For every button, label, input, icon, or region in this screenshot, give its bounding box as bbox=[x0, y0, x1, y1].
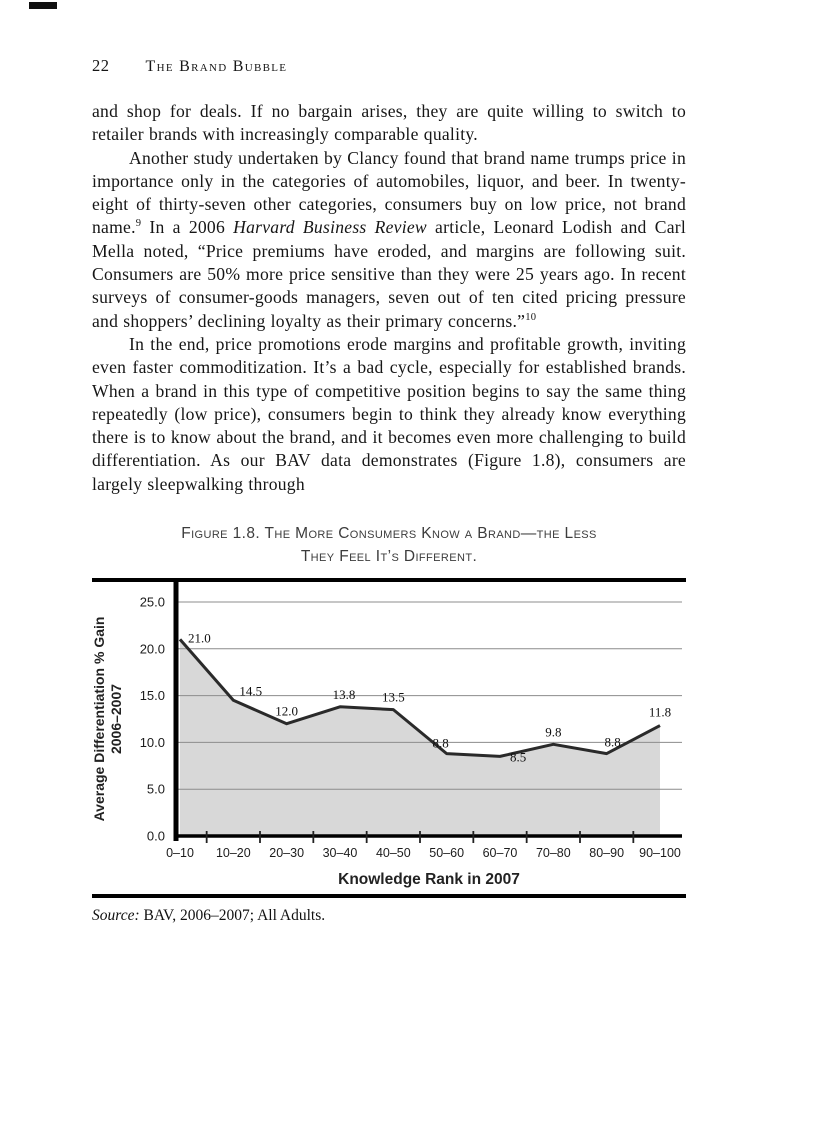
x-tick-label: 40–50 bbox=[376, 846, 411, 860]
y-tick-label: 20.0 bbox=[140, 641, 165, 656]
page-number: 22 bbox=[92, 56, 110, 75]
source-text: BAV, 2006–2007; All Adults. bbox=[139, 906, 326, 924]
running-head-title: The Brand Bubble bbox=[145, 58, 288, 75]
y-tick-label: 0.0 bbox=[147, 828, 165, 843]
paragraph: In the end, price promotions erode margi… bbox=[92, 333, 686, 494]
x-tick-label: 90–100 bbox=[639, 846, 681, 860]
figure-1-8: Figure 1.8. The More Consumers Know a Br… bbox=[91, 522, 686, 925]
figure-caption: Figure 1.8. The More Consumers Know a Br… bbox=[92, 522, 686, 569]
paragraph: and shop for deals. If no bargain arises… bbox=[92, 101, 686, 145]
x-tick-label: 50–60 bbox=[429, 846, 464, 860]
paragraph: Another study undertaken by Clancy found… bbox=[92, 147, 686, 331]
page-content: 22 The Brand Bubble and shop for deals. … bbox=[91, 56, 686, 925]
knowledge-rank-chart: 0.0 5.0 10.0 15.0 20.0 25.0 0–10 10–20 20–30 30–4… bbox=[91, 581, 682, 888]
data-value-label: 9.8 bbox=[545, 724, 561, 739]
data-value-label: 8.5 bbox=[510, 749, 526, 764]
data-value-label: 8.8 bbox=[433, 735, 449, 750]
print-registration-mark bbox=[29, 2, 57, 9]
data-value-label: 12.0 bbox=[275, 703, 298, 718]
y-tick-label: 15.0 bbox=[140, 688, 165, 703]
x-tick-label: 60–70 bbox=[483, 846, 518, 860]
source-label: Source: bbox=[92, 906, 140, 924]
running-header: 22 The Brand Bubble bbox=[92, 56, 686, 76]
figure-top-rule bbox=[92, 577, 686, 582]
y-tick-label: 25.0 bbox=[140, 594, 165, 609]
x-tick-label: 20–30 bbox=[269, 846, 304, 860]
x-tick-label: 30–40 bbox=[323, 846, 358, 860]
x-axis-title: Knowledge Rank in 2007 bbox=[338, 871, 520, 888]
y-axis-title: Average Differentiation % Gain bbox=[91, 616, 107, 821]
data-value-label: 13.8 bbox=[333, 686, 356, 701]
x-tick-label: 10–20 bbox=[216, 846, 251, 860]
data-line bbox=[178, 637, 661, 758]
y-tick-label: 10.0 bbox=[140, 734, 165, 749]
figure-caption-line1: Figure 1.8. The More Consumers Know a Br… bbox=[181, 525, 597, 543]
x-tick-label: 0–10 bbox=[166, 846, 194, 860]
data-value-label: 21.0 bbox=[188, 630, 211, 645]
x-tick-label: 70–80 bbox=[536, 846, 571, 860]
body-text: and shop for deals. If no bargain arises… bbox=[92, 100, 686, 496]
figure-caption-line2: They Feel It’s Different. bbox=[300, 548, 478, 566]
y-axis-title-line2: 2006–2007 bbox=[108, 683, 124, 753]
data-value-label: 14.5 bbox=[239, 683, 262, 698]
figure-bottom-rule bbox=[92, 893, 686, 898]
area-fill bbox=[180, 638, 660, 836]
chart-area: 0.0 5.0 10.0 15.0 20.0 25.0 0–10 10–20 20–30 30–4… bbox=[91, 581, 686, 894]
data-value-label: 11.8 bbox=[649, 704, 671, 719]
data-value-label: 13.5 bbox=[382, 689, 405, 704]
data-value-label: 8.8 bbox=[605, 734, 621, 749]
y-tick-label: 5.0 bbox=[147, 781, 165, 796]
figure-source: Source: BAV, 2006–2007; All Adults. bbox=[92, 907, 686, 925]
x-tick-label: 80–90 bbox=[589, 846, 624, 860]
